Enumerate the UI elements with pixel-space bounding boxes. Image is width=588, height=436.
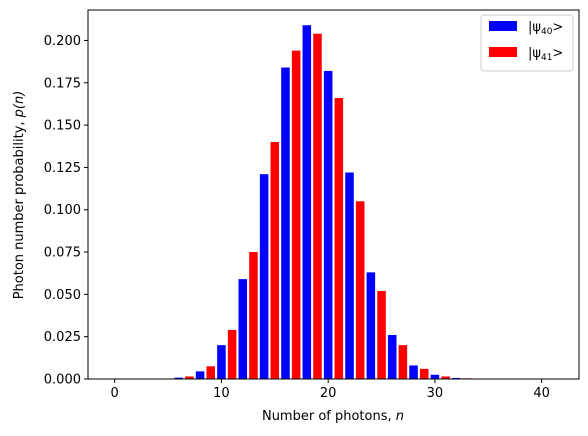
y-tick-label-3: 0.075 [44, 246, 81, 261]
bar-series-1-n12 [238, 279, 248, 379]
bar-series-2-n23 [355, 201, 365, 379]
x-tick-label-40: 40 [533, 386, 550, 401]
bar-series-1-n18 [302, 25, 312, 379]
y-tick-label-5: 0.125 [44, 161, 81, 176]
bar-series-1-n10 [217, 345, 226, 379]
bar-series-1-n24 [366, 272, 376, 379]
legend: |ψ40> |ψ41> [480, 14, 574, 72]
bar-series-2-n9 [206, 366, 216, 379]
y-tick-label-2: 0.050 [44, 288, 81, 303]
bar-series-2-n7 [185, 376, 194, 379]
bar-series-1-n14 [259, 174, 269, 379]
bar-series-2-n27 [398, 345, 408, 379]
bar-series-1-n8 [195, 371, 205, 379]
bar-series-1-n26 [387, 334, 397, 379]
legend-label-series-1-suffix: > [552, 20, 563, 35]
legend-label-series-2-prefix: |ψ [528, 46, 541, 61]
x-tick-label-20: 20 [320, 386, 337, 401]
bars-layer [174, 25, 482, 380]
bar-series-2-n31 [441, 376, 450, 379]
bar-series-1-n20 [323, 70, 333, 379]
y-tick-label-1: 0.025 [44, 330, 81, 345]
y-axis-title-main: Photon number probability, [12, 117, 27, 299]
ticks-layer: 0 10 20 30 40 0.000 0.025 0.050 0.075 0.100 0.125 0… [44, 34, 550, 401]
x-tick-label-10: 10 [213, 386, 230, 401]
bar-series-2-n17 [291, 50, 301, 380]
x-axis-title-variable: n [396, 409, 404, 424]
legend-label-series-2-suffix: > [552, 46, 563, 61]
bar-series-2-n11 [227, 329, 237, 379]
x-axis-title-main: Number of photons, [262, 409, 396, 424]
x-tick-label-30: 30 [427, 386, 444, 401]
legend-label-series-2: |ψ41> [528, 46, 563, 63]
legend-label-series-1: |ψ40> [528, 20, 563, 37]
bar-series-1-n28 [409, 365, 418, 379]
y-tick-label-6: 0.150 [44, 119, 81, 134]
y-tick-label-7: 0.175 [44, 76, 81, 91]
bar-series-1-n22 [345, 172, 354, 379]
bar-series-2-n21 [334, 98, 344, 380]
bar-series-1-n30 [430, 374, 440, 379]
bar-series-2-n13 [249, 252, 258, 379]
bar-series-1-n32 [451, 377, 461, 379]
x-tick-label-0: 0 [111, 386, 119, 401]
plot-area-frame [87, 9, 580, 380]
legend-swatch-series-2 [489, 47, 517, 57]
legend-label-series-2-subscript: 41 [541, 53, 552, 63]
y-tick-label-0: 0.000 [44, 373, 81, 388]
bar-series-2-n25 [377, 290, 386, 379]
bar-series-2-n15 [270, 142, 280, 379]
legend-swatch-series-1 [489, 21, 517, 31]
y-axis-title: Photon number probability, p(n) [12, 91, 27, 300]
y-tick-label-8: 0.200 [44, 34, 81, 49]
bar-series-2-n19 [313, 33, 322, 379]
bar-series-2-n29 [419, 368, 429, 379]
bar-series-1-n6 [174, 377, 183, 379]
legend-label-series-1-subscript: 40 [541, 27, 553, 37]
legend-label-series-1-prefix: |ψ [528, 20, 541, 35]
x-axis-title: Number of photons, n [262, 409, 404, 424]
y-axis-title-variable: p(n) [12, 91, 27, 119]
y-tick-label-4: 0.100 [44, 203, 81, 218]
bar-series-1-n16 [281, 67, 290, 380]
